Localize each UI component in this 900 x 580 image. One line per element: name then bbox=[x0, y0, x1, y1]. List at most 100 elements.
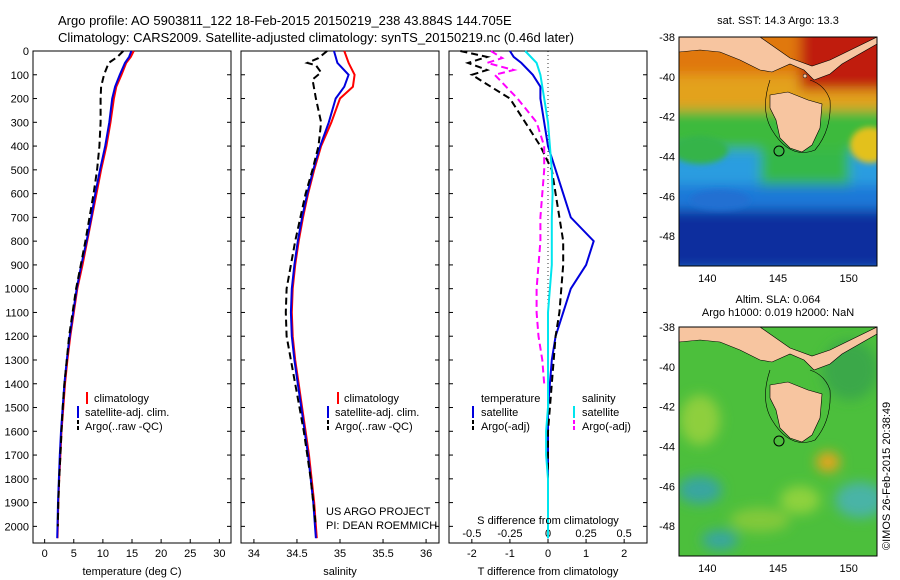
ytick-label: 100 bbox=[11, 70, 29, 82]
xtick-label: 5 bbox=[71, 548, 77, 560]
map-ytick-label: -42 bbox=[659, 402, 675, 414]
sla-map: Altim. SLA: 0.064 Argo h1000: 0.019 h200… bbox=[678, 294, 878, 557]
salinity-xlabel: salinity bbox=[323, 566, 357, 578]
map-xtick-label: 140 bbox=[698, 563, 716, 575]
pi-annotation: PI: DEAN ROEMMICH bbox=[326, 520, 437, 532]
map-ytick-label: -48 bbox=[659, 521, 675, 533]
map-ytick-label: -40 bbox=[659, 362, 675, 374]
legend-label-sal-satellite: satellite bbox=[582, 407, 619, 419]
legend-label-temp-satellite: satellite bbox=[481, 407, 518, 419]
map-ytick-label: -38 bbox=[659, 32, 675, 44]
map-xtick-label: 145 bbox=[769, 563, 787, 575]
legend-group-salinity: salinity bbox=[582, 393, 616, 405]
ytick-label: 1000 bbox=[5, 284, 29, 296]
map-ytick-label: -42 bbox=[659, 112, 675, 124]
legend-label-argo: Argo(..raw -QC) bbox=[335, 421, 413, 433]
ytick-label: 1900 bbox=[5, 498, 29, 510]
difference-xlabel: T difference from climatology bbox=[478, 566, 619, 578]
series-line-argo-adj- bbox=[483, 50, 546, 384]
temperature-axes bbox=[32, 50, 232, 544]
map-ytick-label: -44 bbox=[659, 441, 675, 453]
salinity-legend: climatology satellite-adj. clim. Argo(..… bbox=[327, 392, 419, 433]
ytick-label: 1500 bbox=[5, 403, 29, 415]
series-line-climatology bbox=[56, 50, 135, 539]
xtick-label: -1 bbox=[505, 548, 515, 560]
ytick-label: 1400 bbox=[5, 379, 29, 391]
sla-map-title-line1: Altim. SLA: 0.064 bbox=[736, 294, 821, 306]
legend-label-climatology: climatology bbox=[344, 393, 400, 405]
series-line-argo-raw-qc- bbox=[284, 50, 328, 527]
xtick-label: 0 bbox=[42, 548, 48, 560]
ytick-label: 1200 bbox=[5, 331, 29, 343]
xtick-label: 34.5 bbox=[286, 548, 307, 560]
xtick-label: -2 bbox=[467, 548, 477, 560]
argo-float-marker-sla bbox=[773, 435, 785, 447]
top-xtick-label: -0.25 bbox=[497, 528, 522, 540]
xtick-label: 36 bbox=[420, 548, 432, 560]
sst-map: sat. SST: 14.3 Argo: 13.3 bbox=[678, 15, 878, 267]
temperature-xlabel: temperature (deg C) bbox=[82, 566, 181, 578]
xtick-label: 1 bbox=[583, 548, 589, 560]
series-line-argo-adj- bbox=[460, 50, 565, 527]
legend-label-climatology: climatology bbox=[94, 393, 150, 405]
difference-top-xlabel: S difference from climatology bbox=[477, 515, 619, 527]
series-line-climatology bbox=[290, 50, 356, 539]
map-ytick-label: -46 bbox=[659, 191, 675, 203]
legend-label-satellite: satellite-adj. clim. bbox=[335, 407, 419, 419]
sla-map-title-line2: Argo h1000: 0.019 h2000: NaN bbox=[702, 307, 854, 319]
legend-group-temperature: temperature bbox=[481, 393, 540, 405]
top-xtick-label: 0.5 bbox=[617, 528, 632, 540]
series-line-satellite bbox=[509, 50, 595, 539]
xtick-label: 10 bbox=[97, 548, 109, 560]
map-xtick-label: 140 bbox=[698, 273, 716, 285]
ytick-label: 200 bbox=[11, 94, 29, 106]
difference-legend: temperature satellite Argo(-adj) salinit… bbox=[472, 393, 631, 433]
project-annotation: US ARGO PROJECT bbox=[326, 506, 431, 518]
map-xtick-label: 150 bbox=[840, 563, 858, 575]
map-ytick-label: -44 bbox=[659, 151, 675, 163]
ytick-label: 600 bbox=[11, 189, 29, 201]
xtick-label: 0 bbox=[545, 548, 551, 560]
map-ytick-label: -48 bbox=[659, 231, 675, 243]
ytick-label: 1800 bbox=[5, 474, 29, 486]
series-line-satellite bbox=[524, 50, 554, 539]
top-xtick-label: 0.25 bbox=[575, 528, 596, 540]
xtick-label: 15 bbox=[126, 548, 138, 560]
map-ytick-label: -40 bbox=[659, 72, 675, 84]
argo-float-marker-sst bbox=[773, 145, 785, 157]
ytick-label: 400 bbox=[11, 141, 29, 153]
imos-credit: ©IMOS 26-Feb-2015 20:38:49 bbox=[881, 402, 893, 550]
xtick-label: 34 bbox=[248, 548, 260, 560]
xtick-label: 2 bbox=[621, 548, 627, 560]
ytick-label: 0 bbox=[23, 46, 29, 58]
temperature-legend: climatology satellite-adj. clim. Argo(..… bbox=[77, 392, 169, 433]
map-xtick-label: 145 bbox=[769, 273, 787, 285]
xtick-label: 35 bbox=[334, 548, 346, 560]
xtick-label: 20 bbox=[155, 548, 167, 560]
ytick-label: 1300 bbox=[5, 355, 29, 367]
legend-label-satellite: satellite-adj. clim. bbox=[85, 407, 169, 419]
ytick-label: 2000 bbox=[5, 521, 29, 533]
ytick-label: 300 bbox=[11, 117, 29, 129]
series-line-satellite-adj-clim- bbox=[56, 50, 133, 539]
salinity-axes bbox=[240, 50, 440, 544]
map-ytick-label: -46 bbox=[659, 481, 675, 493]
xtick-label: 30 bbox=[213, 548, 225, 560]
map-ytick-label: -38 bbox=[659, 322, 675, 334]
figure-title-line1: Argo profile: AO 5903811_122 18-Feb-2015… bbox=[58, 13, 512, 28]
xtick-label: 25 bbox=[184, 548, 196, 560]
series-line-satellite-adj-clim- bbox=[289, 50, 350, 539]
legend-label-sal-argo: Argo(-adj) bbox=[582, 421, 631, 433]
legend-label-argo: Argo(..raw -QC) bbox=[85, 421, 163, 433]
ytick-label: 1600 bbox=[5, 426, 29, 438]
ytick-label: 900 bbox=[11, 260, 29, 272]
legend-label-temp-argo: Argo(-adj) bbox=[481, 421, 530, 433]
xtick-label: 35.5 bbox=[372, 548, 393, 560]
ytick-label: 1700 bbox=[5, 450, 29, 462]
series-line-argo-raw-qc- bbox=[56, 50, 125, 527]
chart-layer: 0 5 10 15 20 25 300100200300400500600700800900… bbox=[5, 32, 858, 575]
figure-title-line2: Climatology: CARS2009. Satellite-adjuste… bbox=[58, 30, 574, 45]
ytick-label: 800 bbox=[11, 236, 29, 248]
ytick-label: 500 bbox=[11, 165, 29, 177]
